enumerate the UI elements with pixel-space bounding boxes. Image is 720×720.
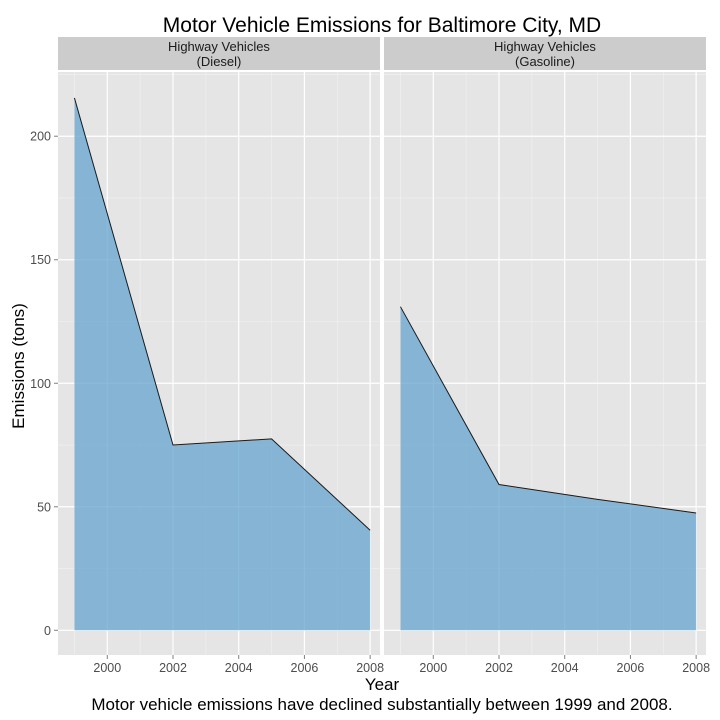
- x-tick-label: 2002: [485, 661, 513, 675]
- x-axis-title: Year: [365, 675, 400, 694]
- x-tick-label: 2008: [356, 661, 384, 675]
- y-tick-label: 200: [30, 130, 51, 144]
- area-fill: [400, 306, 697, 631]
- facet-strip: [58, 37, 380, 70]
- x-tick-label: 2006: [617, 661, 645, 675]
- facet-strip-label-line1: Highway Vehicles: [168, 39, 270, 54]
- x-tick-label: 2000: [419, 661, 447, 675]
- area-fill: [74, 97, 371, 631]
- x-tick-label: 2000: [93, 661, 121, 675]
- y-tick-label: 100: [30, 377, 51, 391]
- chart-caption: Motor vehicle emissions have declined su…: [91, 695, 672, 714]
- x-tick-label: 2004: [551, 661, 579, 675]
- x-tick-label: 2004: [225, 661, 253, 675]
- y-tick-label: 0: [44, 624, 51, 638]
- facet-strip: [384, 37, 706, 70]
- area-outline: [73, 97, 371, 531]
- facet-strip-label-line2: (Diesel): [197, 54, 242, 69]
- y-tick-label: 150: [30, 253, 51, 267]
- facet-panels: Highway Vehicles(Diesel)2000 2002 2004 2006…: [58, 37, 710, 675]
- y-tick-label: 50: [37, 500, 51, 514]
- facet-strip-label-line1: Highway Vehicles: [494, 39, 596, 54]
- x-tick-label: 2002: [159, 661, 187, 675]
- y-axis-title: Emissions (tons): [9, 303, 28, 429]
- y-axis: 0 50 100 150 200: [30, 130, 58, 638]
- x-tick-label: 2006: [291, 661, 319, 675]
- chart-title: Motor Vehicle Emissions for Baltimore Ci…: [163, 14, 601, 37]
- facet-strip-label-line2: (Gasoline): [515, 54, 575, 69]
- area-outline: [399, 306, 697, 514]
- facet-panel-diesel: Highway Vehicles(Diesel) 2000 2002 2004 2006…: [58, 37, 384, 675]
- x-tick-label: 2008: [682, 661, 710, 675]
- facet-panel-gasoline: Highway Vehicles(Gasoline) 2000 2002 2004 20…: [384, 37, 710, 675]
